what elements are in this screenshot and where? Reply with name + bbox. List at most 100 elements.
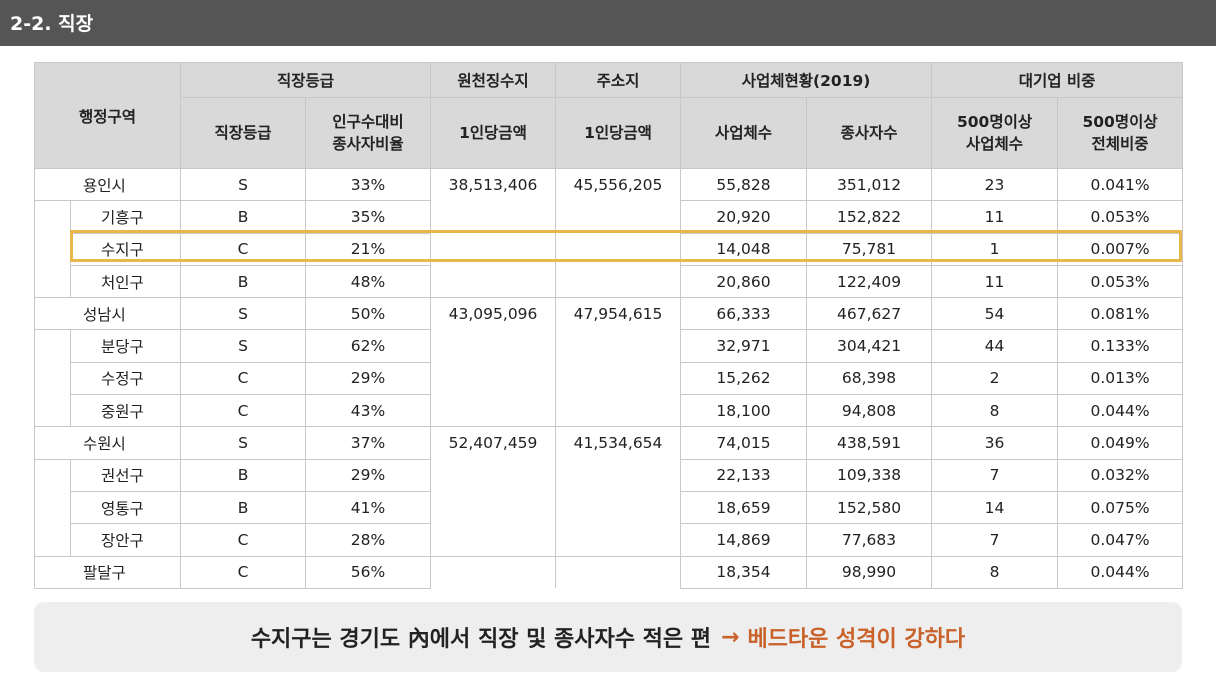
subheader-ratio-line1: 인구수대비 [332, 112, 404, 131]
cell-ratio: 41% [305, 490, 432, 525]
cell-large-count: 36 [931, 426, 1059, 460]
cell-region: 처인구 [69, 264, 182, 299]
cell-workers: 94,808 [806, 394, 933, 428]
cell-biz: 55,828 [680, 167, 808, 202]
cell-large-count: 1 [931, 232, 1059, 266]
cell-grade: B [180, 458, 307, 492]
subheader-address-per: 1인당금액 [555, 97, 682, 169]
cell-grade: C [180, 523, 307, 557]
cell-withholding: 38,513,406 [430, 168, 557, 201]
table-row: 수원시 S 37% 52,407,459 41,534,654 74,015 438,591… [33, 426, 1184, 460]
cell-address [555, 233, 682, 266]
cell-grade: B [180, 490, 307, 525]
cell-workers: 75,781 [806, 232, 933, 266]
table-row: 수지구 C 21% 14,048 75,781 1 0.007% [34, 232, 1184, 266]
cell-biz: 15,262 [680, 361, 808, 396]
subheader-large-share-line2: 전체비중 [1091, 135, 1149, 153]
header-business: 사업체현황(2019) [680, 62, 933, 98]
cell-biz: 14,869 [680, 523, 808, 557]
cell-withholding [430, 491, 557, 524]
cell-region: 수지구 [69, 232, 182, 266]
cell-region: 용인시 [33, 167, 182, 202]
subheader-large-share: 500명이상 전체비중 [1057, 97, 1184, 169]
cell-ratio: 21% [305, 232, 432, 266]
cell-large-share: 0.013% [1057, 361, 1184, 396]
cell-grade: S [180, 329, 307, 363]
cell-workers: 438,591 [806, 426, 933, 460]
table-row: 처인구 B 48% 20,860 122,409 11 0.053% [34, 264, 1184, 299]
cell-region: 팔달구 [33, 555, 182, 589]
table-row: 중원구 C 43% 18,100 94,808 8 0.044% [34, 394, 1184, 428]
cell-address: 45,556,205 [555, 168, 682, 201]
cell-large-count: 8 [931, 555, 1059, 589]
cell-ratio: 56% [305, 555, 432, 589]
cell-ratio: 50% [305, 297, 432, 331]
conclusion-statement: 수지구는 경기도 內에서 직장 및 종사자수 적은 편 [250, 627, 711, 652]
cell-large-count: 44 [931, 329, 1059, 363]
subheader-biz-count: 사업체수 [680, 97, 808, 169]
cell-workers: 467,627 [806, 297, 933, 331]
arrow-right-icon: → [721, 624, 740, 650]
cell-grade: C [180, 394, 307, 428]
cell-grade: C [180, 555, 307, 589]
cell-indent-spacer [34, 329, 71, 363]
page-title: 2-2. 직장 [10, 13, 94, 35]
cell-large-count: 23 [931, 167, 1059, 202]
subheader-grade: 직장등급 [180, 97, 307, 169]
cell-large-share: 0.044% [1057, 394, 1184, 428]
cell-biz: 18,659 [680, 490, 808, 525]
cell-large-count: 7 [931, 458, 1059, 492]
cell-biz: 22,133 [680, 458, 808, 492]
cell-indent-spacer [34, 265, 71, 299]
cell-region: 수정구 [69, 361, 182, 396]
cell-large-count: 54 [931, 297, 1059, 331]
cell-biz: 74,015 [680, 426, 808, 460]
cell-large-share: 0.032% [1057, 458, 1184, 492]
cell-address [555, 362, 682, 395]
cell-ratio: 43% [305, 394, 432, 428]
cell-withholding [430, 523, 557, 557]
cell-large-share: 0.081% [1057, 297, 1184, 331]
header-address: 주소지 [555, 62, 682, 98]
cell-large-count: 8 [931, 394, 1059, 428]
cell-address [555, 523, 682, 557]
cell-biz: 14,048 [680, 232, 808, 266]
cell-ratio: 29% [305, 458, 432, 492]
cell-region: 권선구 [69, 458, 182, 492]
cell-large-count: 14 [931, 490, 1059, 525]
cell-workers: 68,398 [806, 361, 933, 396]
cell-ratio: 62% [305, 329, 432, 363]
subheader-large-count-line2: 사업체수 [966, 135, 1024, 153]
subheader-large-share-line1: 500명이상 [1082, 112, 1158, 131]
cell-indent-spacer [34, 491, 71, 524]
subheader-withholding-per: 1인당금액 [430, 97, 557, 169]
cell-large-share: 0.075% [1057, 490, 1184, 525]
cell-grade: B [180, 200, 307, 234]
cell-workers: 77,683 [806, 523, 933, 557]
cell-address [555, 329, 682, 363]
cell-withholding: 43,095,096 [430, 297, 557, 330]
cell-indent-spacer [34, 362, 71, 395]
subheader-large-count-line1: 500명이상 [956, 112, 1033, 131]
cell-region: 기흥구 [69, 200, 182, 234]
cell-indent-spacer [34, 459, 71, 492]
header-withholding: 원천징수지 [430, 62, 557, 98]
cell-withholding [430, 459, 557, 492]
cell-ratio: 37% [305, 426, 432, 460]
cell-withholding [430, 329, 557, 363]
subheader-ratio-line2: 종사자비율 [332, 135, 404, 153]
cell-region: 장안구 [69, 523, 182, 557]
cell-region: 영통구 [69, 490, 182, 525]
cell-withholding [430, 394, 557, 428]
cell-address [555, 200, 682, 234]
table-row: 기흥구 B 35% 20,920 152,822 11 0.053% [34, 200, 1184, 234]
header-grade-group: 직장등급 [180, 62, 432, 98]
cell-large-share: 0.053% [1057, 264, 1184, 299]
cell-indent-spacer [34, 200, 71, 234]
cell-indent-spacer [34, 523, 71, 557]
cell-ratio: 48% [305, 264, 432, 299]
cell-large-share: 0.047% [1057, 523, 1184, 557]
header-bar: 2-2. 직장 [0, 0, 1216, 46]
cell-workers: 152,580 [806, 490, 933, 525]
conclusion-text: 베드타운 성격이 강하다 [747, 627, 966, 652]
